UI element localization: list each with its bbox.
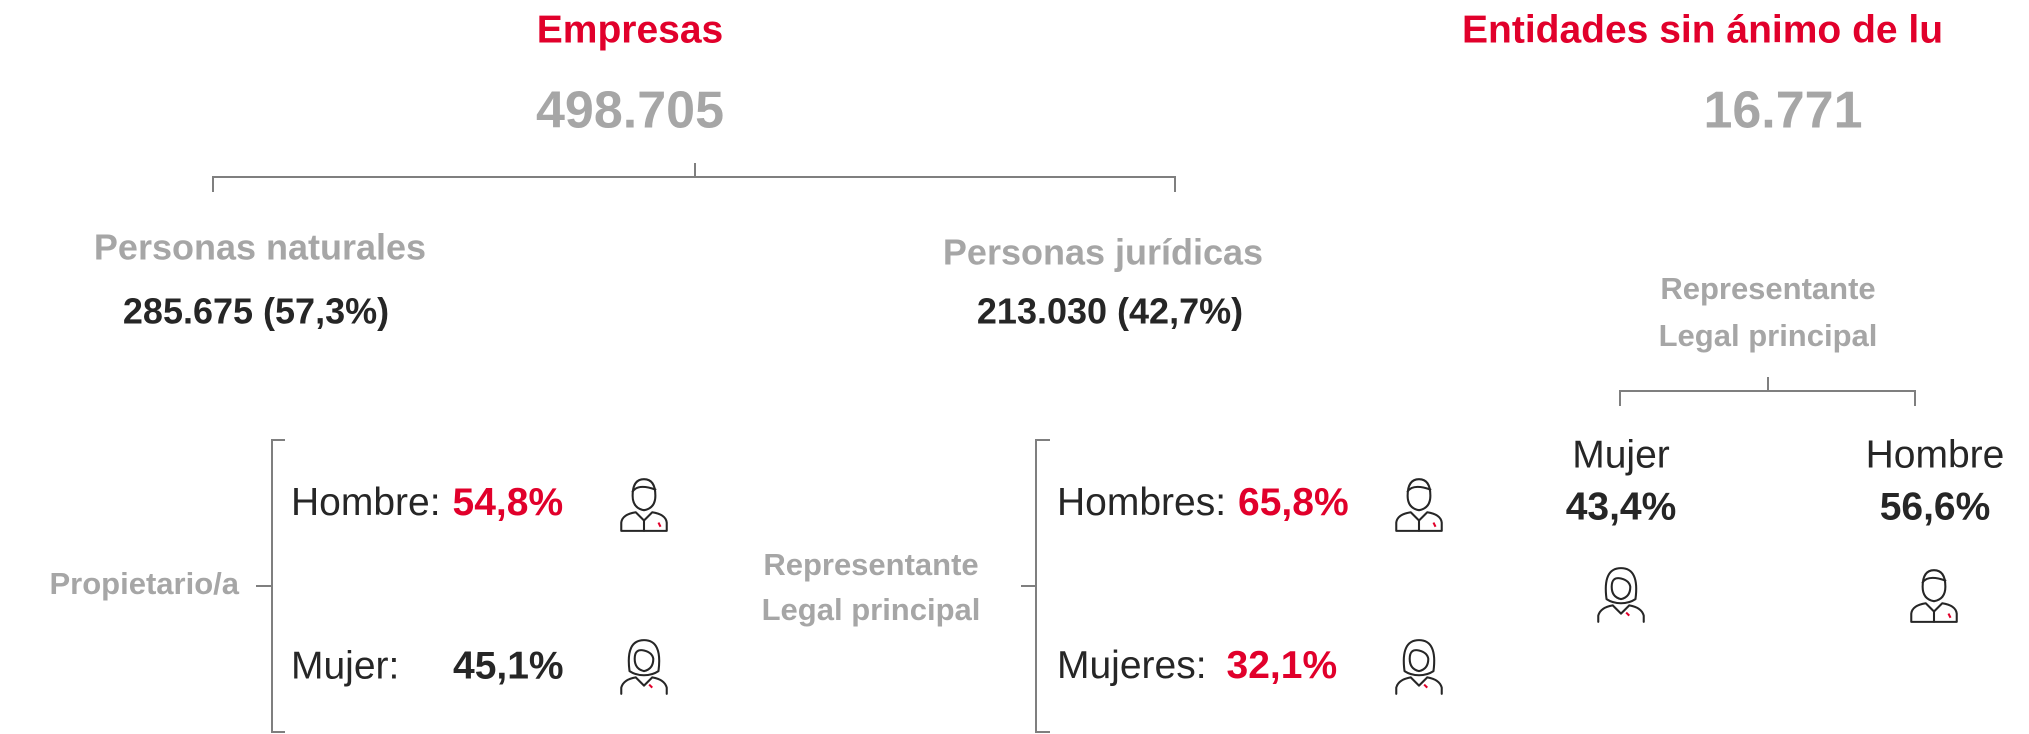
group-label: Legal principal [1659, 318, 1878, 353]
group-label: Representante [1660, 271, 1875, 306]
subgroup-value: 213.030 (42,7%) [977, 291, 1243, 332]
bracket [212, 163, 1176, 192]
section-title: Empresas [537, 8, 723, 51]
bracket [1021, 439, 1050, 733]
man-icon [1395, 478, 1443, 532]
item-label: Hombres: [1057, 481, 1226, 524]
item: Hombres: 65,8% [1057, 481, 1349, 524]
group-label: Representante [763, 547, 978, 582]
item-label: Hombre: [291, 481, 441, 524]
group-label: Propietario/a [50, 566, 240, 601]
item-value: 43,4% [1566, 485, 1677, 528]
item-value: 32,1% [1227, 644, 1338, 687]
item-value: 56,6% [1880, 485, 1991, 528]
woman-icon [620, 639, 668, 695]
subgroup-label: Personas jurídicas [943, 232, 1263, 273]
woman-icon [1597, 567, 1645, 623]
section-total: 498.705 [536, 82, 724, 140]
item: Hombre: 54,8% [291, 481, 563, 524]
subgroup-value: 285.675 (57,3%) [123, 291, 389, 332]
woman-icon [1395, 639, 1443, 695]
item: Mujeres: 32,1% [1057, 644, 1337, 687]
item-value: 65,8% [1238, 481, 1349, 524]
subgroup-label: Personas naturales [94, 227, 426, 268]
section-total: 16.771 [1703, 82, 1862, 140]
bracket [256, 439, 285, 733]
item-label: Mujeres: [1057, 644, 1207, 687]
bracket [1619, 377, 1916, 406]
man-icon [620, 478, 668, 532]
item-label: Hombre [1866, 433, 2005, 476]
item-value: 54,8% [453, 481, 564, 524]
section-title: Entidades sin ánimo de lu [1462, 8, 1943, 51]
group-label: Legal principal [762, 592, 981, 627]
item-label: Mujer [1572, 433, 1670, 476]
item: Mujer: [291, 644, 399, 687]
item-value: 45,1% [453, 644, 564, 687]
man-icon [1910, 569, 1958, 623]
